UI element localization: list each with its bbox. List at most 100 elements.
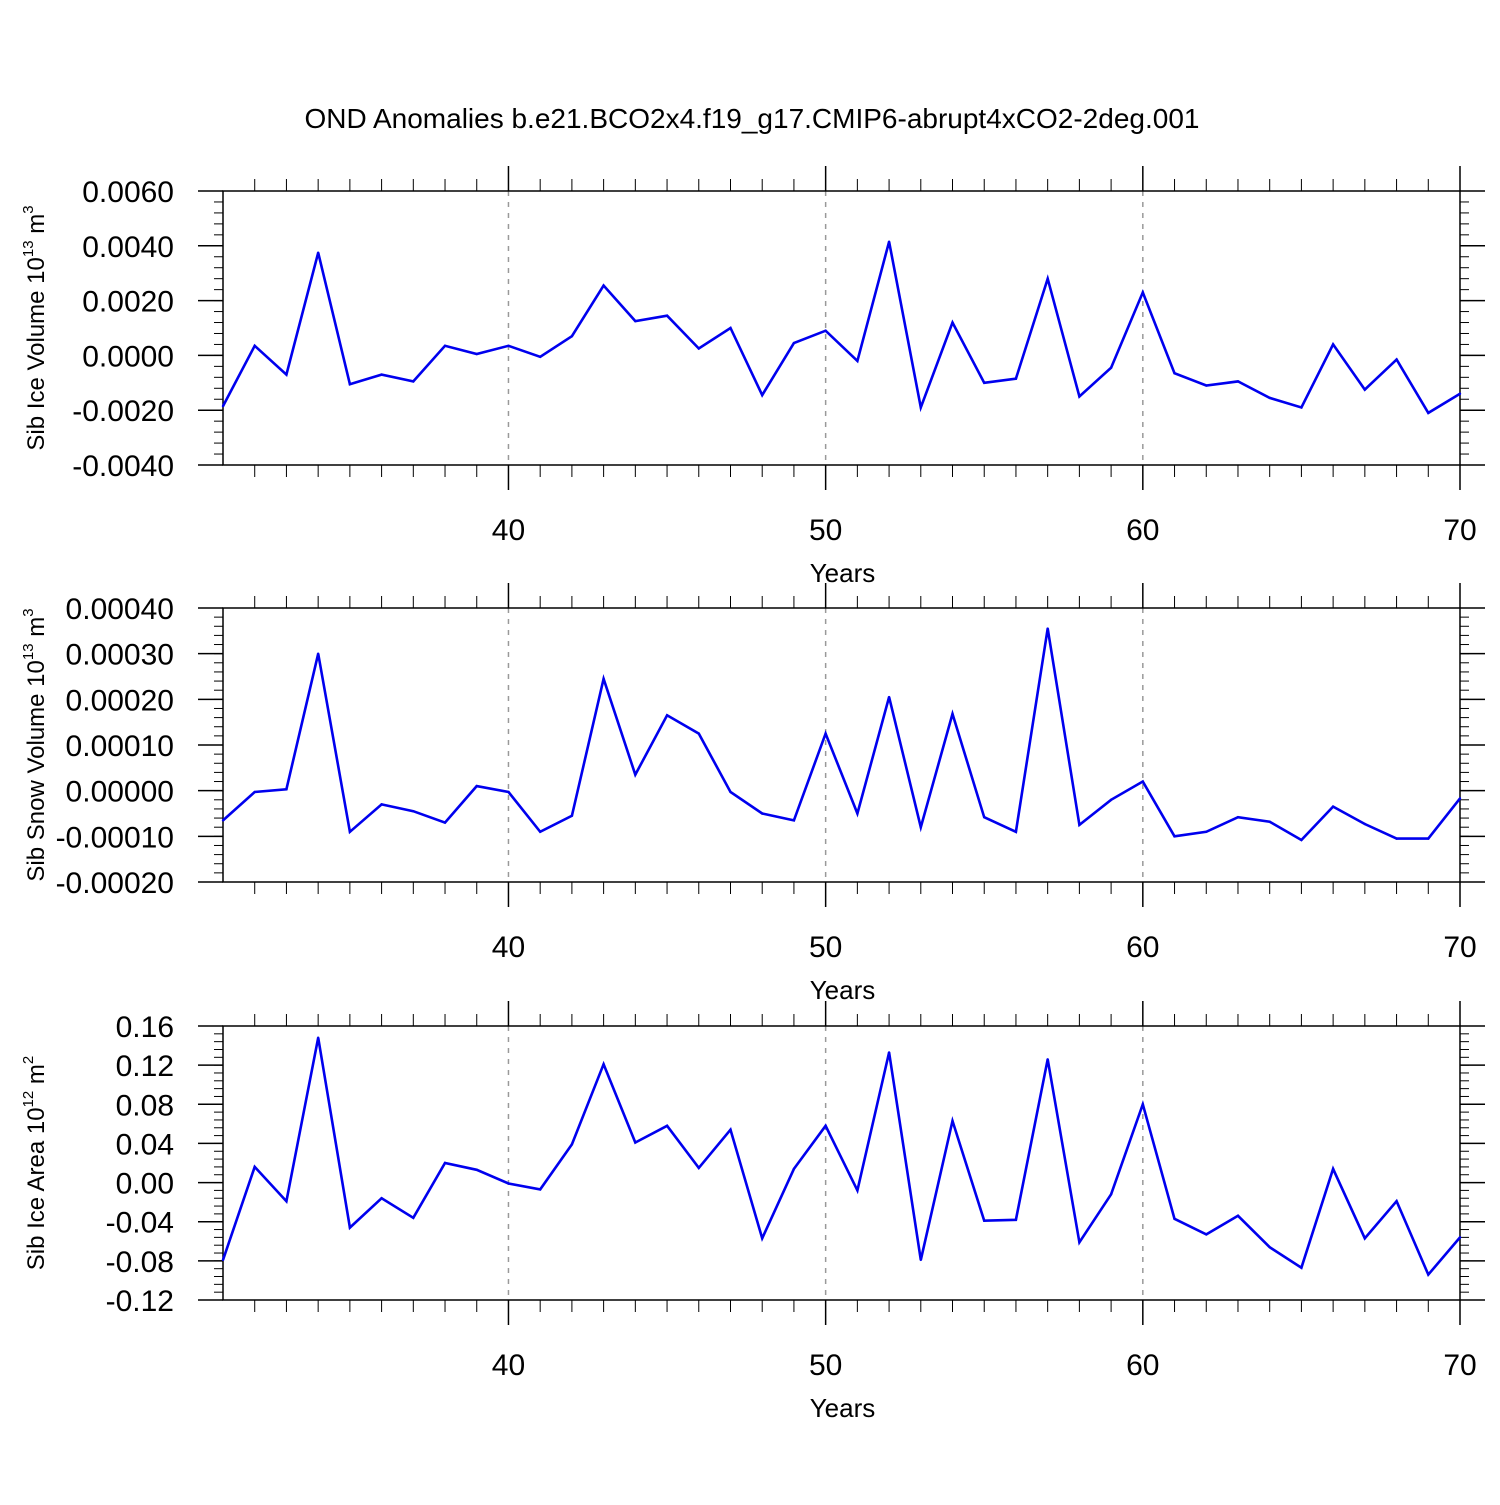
data-point bbox=[221, 404, 225, 408]
data-point bbox=[1014, 1218, 1018, 1221]
y-tick-label: 0.0060 bbox=[82, 176, 174, 209]
data-point bbox=[856, 359, 859, 363]
data-point bbox=[1427, 1273, 1430, 1276]
data-point bbox=[253, 344, 256, 348]
data-point bbox=[1268, 396, 1271, 400]
x-axis-label: Years bbox=[810, 975, 876, 1005]
data-point bbox=[348, 830, 352, 833]
data-point bbox=[602, 677, 605, 680]
data-point bbox=[824, 1124, 827, 1128]
y-tick-label: 0.00010 bbox=[66, 730, 174, 763]
data-point bbox=[1014, 377, 1018, 380]
data-point bbox=[1458, 797, 1462, 800]
data-point bbox=[1300, 1266, 1303, 1269]
data-point bbox=[285, 373, 288, 376]
data-point bbox=[221, 1258, 225, 1262]
data-point bbox=[602, 1062, 605, 1066]
data-point bbox=[1046, 1058, 1049, 1061]
panel-sib-ice-volume: -0.0040 -0.0020 0.0000 0.0020 0.0040 0.0060 40… bbox=[20, 166, 1485, 588]
data-point bbox=[856, 1189, 859, 1192]
x-tick-label: 50 bbox=[809, 931, 842, 964]
series-line-sib-ice-area bbox=[221, 1037, 1461, 1278]
figure-title: OND Anomalies b.e21.BCO2x4.f19_g17.CMIP6… bbox=[305, 103, 1200, 134]
data-point bbox=[1236, 380, 1240, 383]
y-tick-label: -0.08 bbox=[106, 1246, 174, 1279]
y-tick-label: 0.00 bbox=[116, 1168, 174, 1201]
data-point bbox=[570, 335, 574, 338]
data-point bbox=[285, 788, 288, 791]
panel-sib-snow-volume: -0.00020 -0.00010 0.00000 0.00010 0.00020 0.0… bbox=[20, 583, 1485, 1005]
data-point bbox=[887, 695, 891, 699]
data-point bbox=[1331, 1167, 1335, 1171]
data-point bbox=[380, 373, 383, 376]
data-point bbox=[792, 1167, 796, 1171]
data-point bbox=[1331, 805, 1335, 808]
data-point bbox=[951, 712, 954, 716]
data-point bbox=[697, 1166, 700, 1170]
data-point bbox=[1014, 830, 1018, 833]
data-point bbox=[507, 790, 510, 794]
data-point bbox=[729, 326, 732, 330]
y-axis-label: Sib Snow Volume 1013 m3 bbox=[20, 608, 50, 881]
data-point bbox=[1395, 358, 1398, 361]
data-point bbox=[443, 821, 447, 824]
data-point bbox=[1427, 411, 1430, 415]
data-point bbox=[761, 393, 764, 397]
data-point bbox=[856, 812, 859, 815]
y-tick-label: 0.04 bbox=[116, 1128, 174, 1161]
data-point bbox=[380, 1197, 383, 1200]
y-tick-label: 0.0040 bbox=[82, 231, 174, 264]
data-point bbox=[412, 1216, 415, 1220]
data-point bbox=[475, 1168, 478, 1172]
data-point bbox=[380, 803, 383, 806]
data-point bbox=[1173, 372, 1176, 375]
data-point bbox=[1078, 1241, 1081, 1244]
data-point bbox=[951, 1119, 954, 1123]
y-tick-label: 0.12 bbox=[116, 1050, 174, 1083]
x-tick-label: 50 bbox=[809, 514, 842, 547]
data-point bbox=[348, 382, 352, 386]
data-point bbox=[348, 1226, 352, 1229]
data-point bbox=[824, 329, 827, 332]
data-point bbox=[824, 732, 827, 735]
data-point bbox=[1458, 392, 1462, 395]
data-point bbox=[1173, 1217, 1176, 1220]
data-point bbox=[1205, 384, 1208, 387]
data-point bbox=[1141, 1103, 1145, 1106]
data-point bbox=[1109, 798, 1113, 801]
y-tick-label: 0.00040 bbox=[66, 593, 174, 626]
data-point bbox=[538, 355, 542, 358]
data-point bbox=[983, 381, 986, 384]
x-tick-label: 50 bbox=[809, 1349, 842, 1382]
y-tick-label: -0.04 bbox=[106, 1207, 174, 1240]
x-tick-label: 40 bbox=[492, 514, 525, 547]
data-point bbox=[1173, 835, 1176, 838]
x-tick-label: 70 bbox=[1443, 931, 1476, 964]
y-axis-label: Sib Ice Area 1012 m2 bbox=[20, 1056, 50, 1270]
data-point bbox=[665, 314, 669, 317]
data-point bbox=[538, 1188, 542, 1191]
data-point bbox=[792, 341, 796, 345]
data-point bbox=[1268, 1245, 1271, 1249]
y-tick-label: -0.12 bbox=[106, 1285, 174, 1318]
y-axis-label: Sib Ice Volume 1013 m3 bbox=[20, 205, 50, 450]
data-point bbox=[1205, 1233, 1208, 1236]
data-point bbox=[887, 240, 891, 243]
data-point bbox=[507, 344, 510, 348]
y-tick-label: 0.08 bbox=[116, 1089, 174, 1122]
plot-frame bbox=[222, 607, 1461, 883]
data-point bbox=[316, 652, 320, 655]
data-point bbox=[570, 1143, 574, 1146]
data-point bbox=[412, 810, 415, 813]
x-tick-label: 60 bbox=[1126, 1349, 1159, 1382]
data-point bbox=[1236, 1214, 1240, 1218]
data-point bbox=[761, 812, 764, 815]
data-point bbox=[316, 1036, 320, 1039]
x-axis-label: Years bbox=[810, 558, 876, 588]
data-point bbox=[1268, 820, 1271, 823]
data-point bbox=[1078, 395, 1081, 398]
data-point bbox=[538, 830, 542, 833]
data-point bbox=[602, 284, 605, 287]
data-point bbox=[792, 819, 796, 822]
